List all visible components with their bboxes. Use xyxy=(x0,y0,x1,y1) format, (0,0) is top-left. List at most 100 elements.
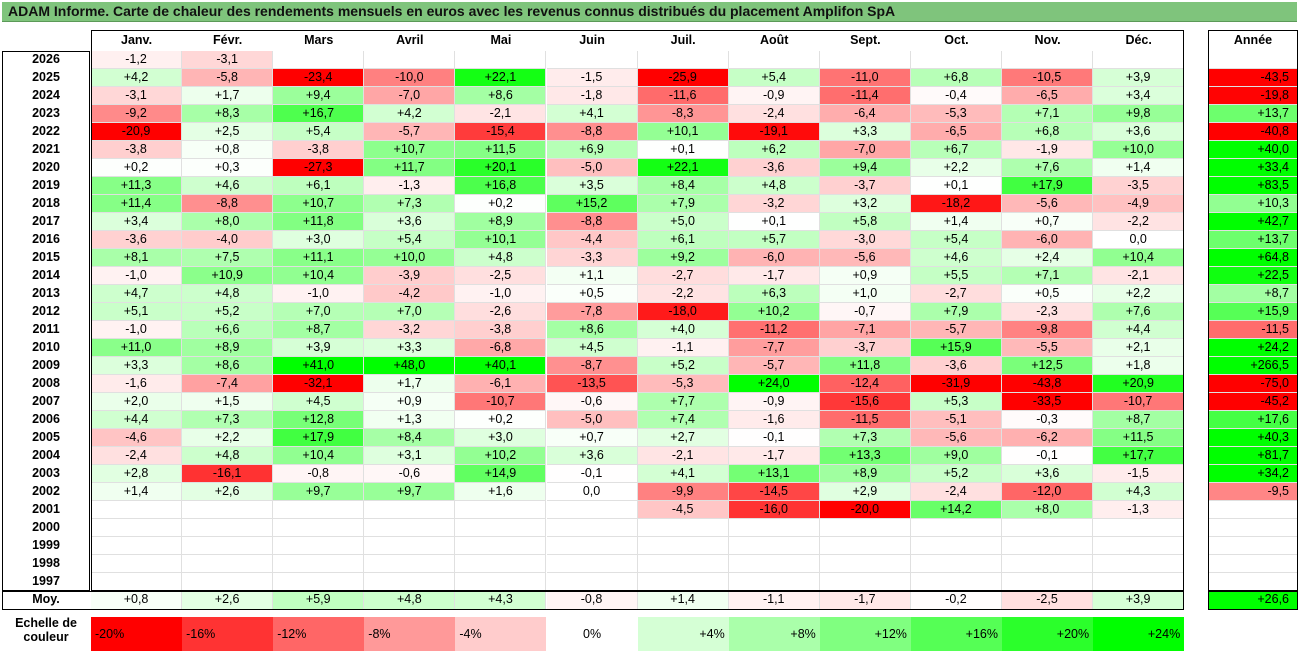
year-total-cell: -19,8 xyxy=(1208,87,1298,105)
year-label: 1998 xyxy=(32,556,60,570)
heatmap-cell: -11,0 xyxy=(819,69,911,87)
heatmap-cell: +7,4 xyxy=(637,411,729,429)
month-header: Janv. xyxy=(121,33,153,47)
heatmap-cell: +1,4 xyxy=(1093,159,1185,177)
heatmap-cell: -3,9 xyxy=(364,267,456,285)
heatmap-cell: +4,6 xyxy=(182,177,274,195)
heatmap-cell: +3,4 xyxy=(91,213,183,231)
heatmap-cell: +5,4 xyxy=(364,231,456,249)
color-scale-swatch: +20% xyxy=(1002,617,1094,651)
month-header: Févr. xyxy=(213,33,243,47)
heatmap-cell: -3,2 xyxy=(728,195,820,213)
year-total-cell: -45,2 xyxy=(1208,393,1298,411)
year-label: 2025 xyxy=(32,70,60,84)
heatmap-cell xyxy=(819,51,911,69)
year-label: 2023 xyxy=(32,106,60,120)
heatmap-cell: -1,3 xyxy=(364,177,456,195)
heatmap-cell xyxy=(364,573,456,591)
heatmap-cell: +8,9 xyxy=(819,465,911,483)
heatmap-cell: -1,2 xyxy=(91,51,183,69)
heatmap-cell: +5,4 xyxy=(728,69,820,87)
year-total-cell: +13,7 xyxy=(1208,231,1298,249)
heatmap-cell: +4,4 xyxy=(91,411,183,429)
heatmap-cell xyxy=(364,555,456,573)
heatmap-cell: +13,3 xyxy=(819,447,911,465)
heatmap-cell: -3,7 xyxy=(819,339,911,357)
heatmap-cell: +5,2 xyxy=(637,357,729,375)
heatmap-cell: -5,6 xyxy=(819,249,911,267)
heatmap-cell: +12,5 xyxy=(1002,357,1094,375)
year-total-cell xyxy=(1208,537,1298,555)
month-header: Mars xyxy=(304,33,334,47)
heatmap-cell: +11,3 xyxy=(91,177,183,195)
heatmap-cell: +8,4 xyxy=(364,429,456,447)
heatmap-cell xyxy=(1093,537,1185,555)
heatmap-cell: -0,3 xyxy=(1002,411,1094,429)
heatmap-cell: +17,9 xyxy=(1002,177,1094,195)
heatmap-cell: -7,0 xyxy=(819,141,911,159)
heatmap-cell: +11,8 xyxy=(273,213,365,231)
heatmap-cell: -4,5 xyxy=(637,501,729,519)
year-total-cell xyxy=(1208,519,1298,537)
heatmap-cell: +4,1 xyxy=(637,465,729,483)
heatmap-cell: +0,7 xyxy=(546,429,638,447)
year-total-cell xyxy=(1208,555,1298,573)
heatmap-cell xyxy=(91,519,183,537)
color-scale-swatch: -12% xyxy=(273,617,365,651)
heatmap-cell: +5,5 xyxy=(910,267,1002,285)
heatmap-cell: +14,2 xyxy=(910,501,1002,519)
heatmap-cell: -6,1 xyxy=(455,375,547,393)
heatmap-cell xyxy=(910,519,1002,537)
heatmap-cell xyxy=(1002,537,1094,555)
heatmap-cell: +4,8 xyxy=(182,447,274,465)
heatmap-cell xyxy=(1002,51,1094,69)
heatmap-cell: +2,2 xyxy=(1093,285,1185,303)
heatmap-cell: -2,7 xyxy=(637,267,729,285)
heatmap-cell: +10,1 xyxy=(455,231,547,249)
average-cell: +2,6 xyxy=(182,591,274,610)
heatmap-cell: +10,1 xyxy=(637,123,729,141)
heatmap-cell: +2,7 xyxy=(637,429,729,447)
heatmap-cell: +10,4 xyxy=(1093,249,1185,267)
year-label: 2021 xyxy=(32,142,60,156)
average-label: Moy. xyxy=(32,592,60,606)
heatmap-cell xyxy=(182,555,274,573)
heatmap-cell: -2,4 xyxy=(728,105,820,123)
month-header: Déc. xyxy=(1125,33,1152,47)
year-label: 2004 xyxy=(32,448,60,462)
heatmap-cell: +7,1 xyxy=(1002,105,1094,123)
heatmap-cell: -19,1 xyxy=(728,123,820,141)
heatmap-cell: -12,0 xyxy=(1002,483,1094,501)
heatmap-cell: +8,0 xyxy=(1002,501,1094,519)
heatmap-cell: -1,6 xyxy=(728,411,820,429)
heatmap-cell xyxy=(910,573,1002,591)
year-total-cell xyxy=(1208,51,1298,69)
heatmap-cell: -0,4 xyxy=(910,87,1002,105)
heatmap-cell xyxy=(546,501,638,519)
color-scale-swatch: +16% xyxy=(910,617,1002,651)
average-cell: -1,1 xyxy=(728,591,820,610)
heatmap-cell xyxy=(364,501,456,519)
heatmap-cell: +13,1 xyxy=(728,465,820,483)
heatmap-cell: +10,4 xyxy=(273,267,365,285)
heatmap-cell xyxy=(819,537,911,555)
heatmap-cell: +7,9 xyxy=(637,195,729,213)
average-cell: -0,8 xyxy=(546,591,638,610)
heatmap-cell: +1,1 xyxy=(546,267,638,285)
heatmap-cell xyxy=(1093,51,1185,69)
month-header: Sept. xyxy=(850,33,881,47)
heatmap-cell: +4,0 xyxy=(637,321,729,339)
heatmap-cell xyxy=(546,573,638,591)
year-total-cell: -43,5 xyxy=(1208,69,1298,87)
heatmap-cell: -5,3 xyxy=(637,375,729,393)
heatmap-cell: -3,6 xyxy=(91,231,183,249)
heatmap-cell: -3,8 xyxy=(455,321,547,339)
heatmap-cell xyxy=(1093,555,1185,573)
heatmap-cell: +8,9 xyxy=(455,213,547,231)
heatmap-cell: -3,0 xyxy=(819,231,911,249)
heatmap-cell: -2,5 xyxy=(455,267,547,285)
heatmap-cell: -32,1 xyxy=(273,375,365,393)
year-label: 2017 xyxy=(32,214,60,228)
heatmap-cell: +5,4 xyxy=(273,123,365,141)
heatmap-cell: -8,8 xyxy=(182,195,274,213)
